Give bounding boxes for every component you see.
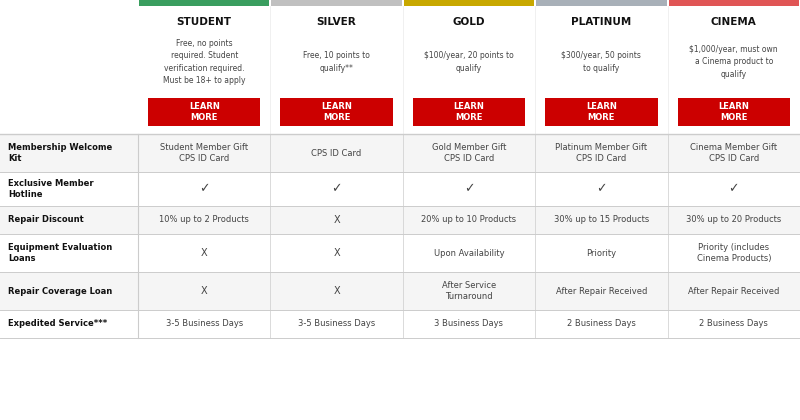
Text: LEARN
MORE: LEARN MORE	[454, 102, 485, 122]
FancyBboxPatch shape	[271, 0, 402, 6]
Text: STUDENT: STUDENT	[177, 17, 232, 27]
Text: 3 Business Days: 3 Business Days	[434, 320, 503, 328]
FancyBboxPatch shape	[413, 98, 526, 126]
Text: LEARN
MORE: LEARN MORE	[189, 102, 220, 122]
Text: After Repair Received: After Repair Received	[556, 286, 647, 296]
Text: Gold Member Gift
CPS ID Card: Gold Member Gift CPS ID Card	[432, 143, 506, 163]
Text: 10% up to 2 Products: 10% up to 2 Products	[159, 215, 249, 225]
Text: Upon Availability: Upon Availability	[434, 249, 504, 257]
Text: CINEMA: CINEMA	[711, 17, 757, 27]
Text: ✓: ✓	[199, 183, 210, 195]
FancyBboxPatch shape	[0, 206, 800, 234]
FancyBboxPatch shape	[536, 0, 666, 6]
FancyBboxPatch shape	[0, 310, 800, 338]
Text: ✓: ✓	[596, 183, 606, 195]
FancyBboxPatch shape	[404, 0, 534, 6]
Text: X: X	[334, 215, 340, 225]
FancyBboxPatch shape	[280, 98, 393, 126]
Text: $300/year, 50 points
to qualify: $300/year, 50 points to qualify	[562, 51, 642, 73]
Text: Student Member Gift
CPS ID Card: Student Member Gift CPS ID Card	[160, 143, 248, 163]
Text: Exclusive Member
Hotline: Exclusive Member Hotline	[8, 179, 94, 199]
FancyBboxPatch shape	[0, 234, 800, 272]
FancyBboxPatch shape	[678, 98, 790, 126]
Text: ✓: ✓	[729, 183, 739, 195]
Text: X: X	[334, 286, 340, 296]
FancyBboxPatch shape	[0, 272, 800, 310]
Text: $100/year, 20 points to
qualify: $100/year, 20 points to qualify	[424, 51, 514, 73]
FancyBboxPatch shape	[139, 0, 270, 6]
Text: Free, no points
required. Student
verification required.
Must be 18+ to apply: Free, no points required. Student verifi…	[163, 39, 246, 85]
Text: 2 Business Days: 2 Business Days	[699, 320, 768, 328]
Text: 3-5 Business Days: 3-5 Business Days	[166, 320, 243, 328]
Text: ✓: ✓	[464, 183, 474, 195]
Text: 30% up to 20 Products: 30% up to 20 Products	[686, 215, 782, 225]
Text: LEARN
MORE: LEARN MORE	[321, 102, 352, 122]
Text: SILVER: SILVER	[317, 17, 357, 27]
Text: GOLD: GOLD	[453, 17, 486, 27]
Text: After Service
Turnaround: After Service Turnaround	[442, 281, 496, 301]
Text: Free, 10 points to
qualify**: Free, 10 points to qualify**	[303, 51, 370, 73]
Text: LEARN
MORE: LEARN MORE	[718, 102, 750, 122]
Text: Repair Discount: Repair Discount	[8, 215, 84, 225]
FancyBboxPatch shape	[148, 98, 260, 126]
Text: $1,000/year, must own
a Cinema product to
qualify: $1,000/year, must own a Cinema product t…	[690, 45, 778, 79]
Text: PLATINUM: PLATINUM	[571, 17, 631, 27]
Text: Priority (includes
Cinema Products): Priority (includes Cinema Products)	[697, 243, 771, 263]
Text: Membership Welcome
Kit: Membership Welcome Kit	[8, 143, 112, 163]
FancyBboxPatch shape	[669, 0, 799, 6]
Text: 2 Business Days: 2 Business Days	[567, 320, 636, 328]
FancyBboxPatch shape	[0, 134, 800, 172]
Text: CPS ID Card: CPS ID Card	[311, 149, 362, 158]
Text: Platinum Member Gift
CPS ID Card: Platinum Member Gift CPS ID Card	[555, 143, 647, 163]
Text: 20% up to 10 Products: 20% up to 10 Products	[422, 215, 517, 225]
Text: ✓: ✓	[331, 183, 342, 195]
FancyBboxPatch shape	[0, 172, 800, 206]
Text: X: X	[201, 286, 207, 296]
Text: 30% up to 15 Products: 30% up to 15 Products	[554, 215, 649, 225]
Text: X: X	[201, 248, 207, 258]
Text: Equipment Evaluation
Loans: Equipment Evaluation Loans	[8, 243, 112, 263]
Text: Cinema Member Gift
CPS ID Card: Cinema Member Gift CPS ID Card	[690, 143, 778, 163]
Text: Priority: Priority	[586, 249, 617, 257]
Text: Repair Coverage Loan: Repair Coverage Loan	[8, 286, 112, 296]
Text: X: X	[334, 248, 340, 258]
Text: Expedited Service***: Expedited Service***	[8, 320, 107, 328]
Text: LEARN
MORE: LEARN MORE	[586, 102, 617, 122]
Text: 3-5 Business Days: 3-5 Business Days	[298, 320, 375, 328]
Text: After Repair Received: After Repair Received	[688, 286, 779, 296]
FancyBboxPatch shape	[546, 98, 658, 126]
